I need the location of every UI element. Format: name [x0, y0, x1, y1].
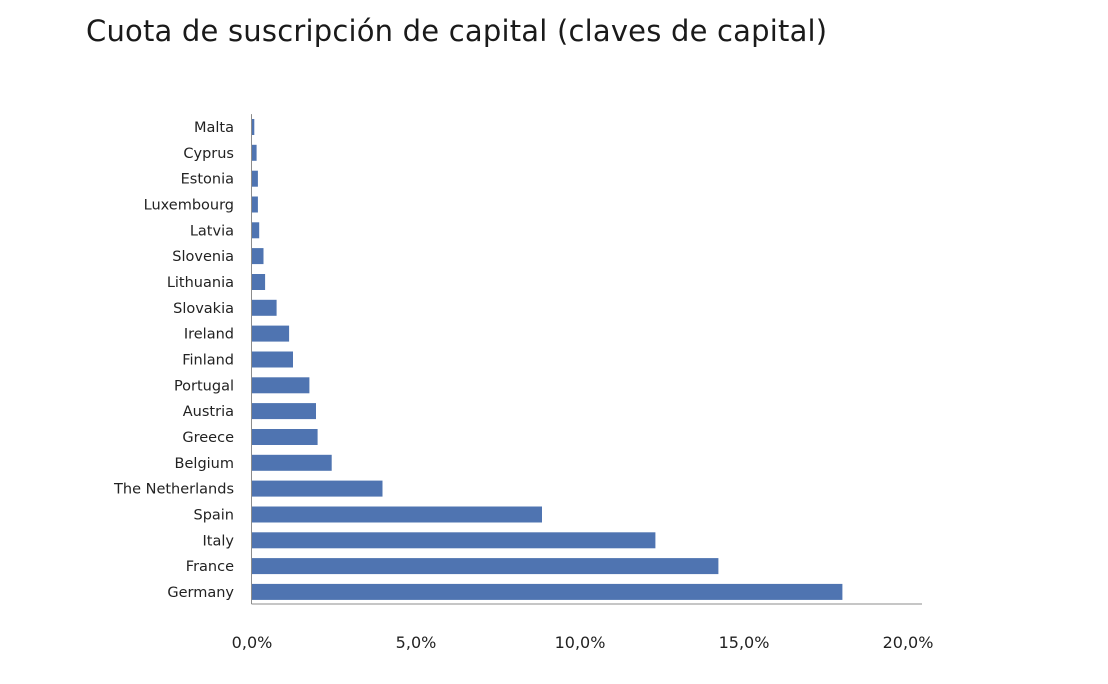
page-title: Cuota de suscripción de capital (claves …: [86, 14, 828, 48]
bar-the-netherlands: [252, 480, 383, 497]
category-label: France: [186, 559, 234, 575]
bar-latvia: [252, 222, 260, 239]
bar-finland: [252, 351, 293, 368]
category-label: Spain: [193, 508, 234, 524]
category-label: Malta: [194, 120, 234, 136]
category-label: Lithuania: [167, 275, 234, 291]
category-label: Latvia: [190, 223, 234, 239]
x-tick-label: 15,0%: [719, 633, 770, 652]
category-label: Luxembourg: [144, 198, 234, 214]
bar-luxembourg: [252, 196, 258, 213]
bar-ireland: [252, 325, 290, 342]
bar-greece: [252, 429, 318, 445]
bar-slovenia: [252, 248, 264, 265]
bar-malta: [252, 119, 255, 135]
bars-group: [252, 119, 843, 600]
category-label: Slovenia: [172, 249, 234, 265]
x-tick-label: 10,0%: [555, 633, 606, 652]
bar-france: [252, 558, 719, 575]
bar-belgium: [252, 454, 332, 471]
bar-estonia: [252, 170, 258, 187]
category-label: Belgium: [175, 456, 234, 472]
x-tick-labels: 0,0% 5,0% 10,0% 15,0% 20,0%: [232, 633, 934, 652]
category-label: Italy: [203, 533, 235, 549]
bar-cyprus: [252, 144, 257, 161]
bar-austria: [252, 403, 316, 420]
x-tick-label: 20,0%: [883, 633, 934, 652]
category-label: Finland: [182, 353, 234, 369]
x-tick-label: 0,0%: [232, 633, 273, 652]
bar-portugal: [252, 377, 310, 394]
category-label: Slovakia: [173, 301, 234, 317]
category-label: Germany: [167, 585, 234, 601]
category-labels: Malta Cyprus Estonia Luxembourg Latvia Sloven…: [113, 120, 234, 601]
bar-germany: [252, 583, 843, 600]
category-label: Austria: [183, 404, 234, 420]
bar-italy: [252, 532, 656, 549]
x-tick-label: 5,0%: [396, 633, 437, 652]
category-label: The Netherlands: [113, 482, 234, 498]
category-label: Estonia: [181, 172, 234, 188]
bar-lithuania: [252, 274, 266, 290]
category-label: Cyprus: [183, 146, 234, 162]
category-label: Ireland: [184, 327, 234, 343]
category-label: Greece: [182, 430, 234, 446]
category-label: Portugal: [174, 378, 234, 394]
bar-spain: [252, 506, 542, 523]
bar-slovakia: [252, 299, 277, 316]
